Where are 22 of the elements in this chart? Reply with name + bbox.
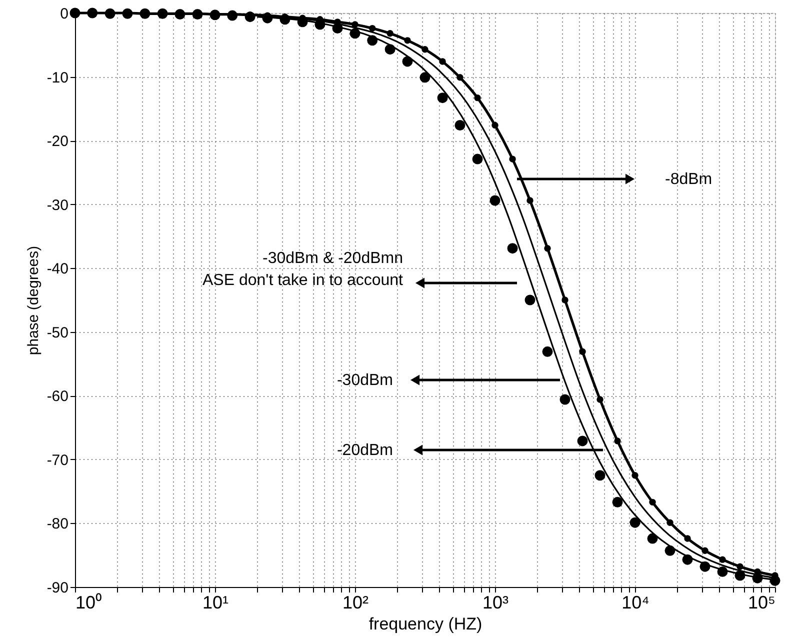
annotation: -30dBm & -20dBmn ASE don't take in to account — [202, 250, 404, 289]
x-tick-label: 10² — [342, 592, 369, 612]
y-tick-label: -50 — [46, 324, 68, 342]
x-tick-label: 10⁴ — [622, 592, 650, 612]
y-tick-label: -10 — [46, 69, 68, 86]
x-axis-title: frequency (HZ) — [368, 614, 482, 634]
x-tick-label: 10⁵ — [748, 592, 776, 612]
annotation: -20dBm — [336, 442, 393, 459]
y-tick-label: -80 — [46, 516, 68, 533]
x-tick-label: 10⁰ — [76, 592, 102, 612]
y-tick-label: -60 — [46, 388, 68, 406]
y-axis-title: phase (degrees) — [24, 246, 42, 356]
x-tick-label: 10¹ — [202, 592, 229, 612]
y-tick-label: -30 — [46, 196, 68, 214]
annotation: -8dBm — [665, 171, 712, 188]
y-tick-label: -20 — [46, 133, 68, 150]
y-tick-label: -70 — [46, 452, 68, 469]
annotation: -30dBm — [336, 372, 393, 389]
y-tick-label: -90 — [46, 580, 68, 596]
x-tick-label: 10³ — [482, 592, 509, 612]
y-tick-label: -40 — [46, 260, 68, 278]
y-tick-label: 0 — [60, 6, 68, 22]
